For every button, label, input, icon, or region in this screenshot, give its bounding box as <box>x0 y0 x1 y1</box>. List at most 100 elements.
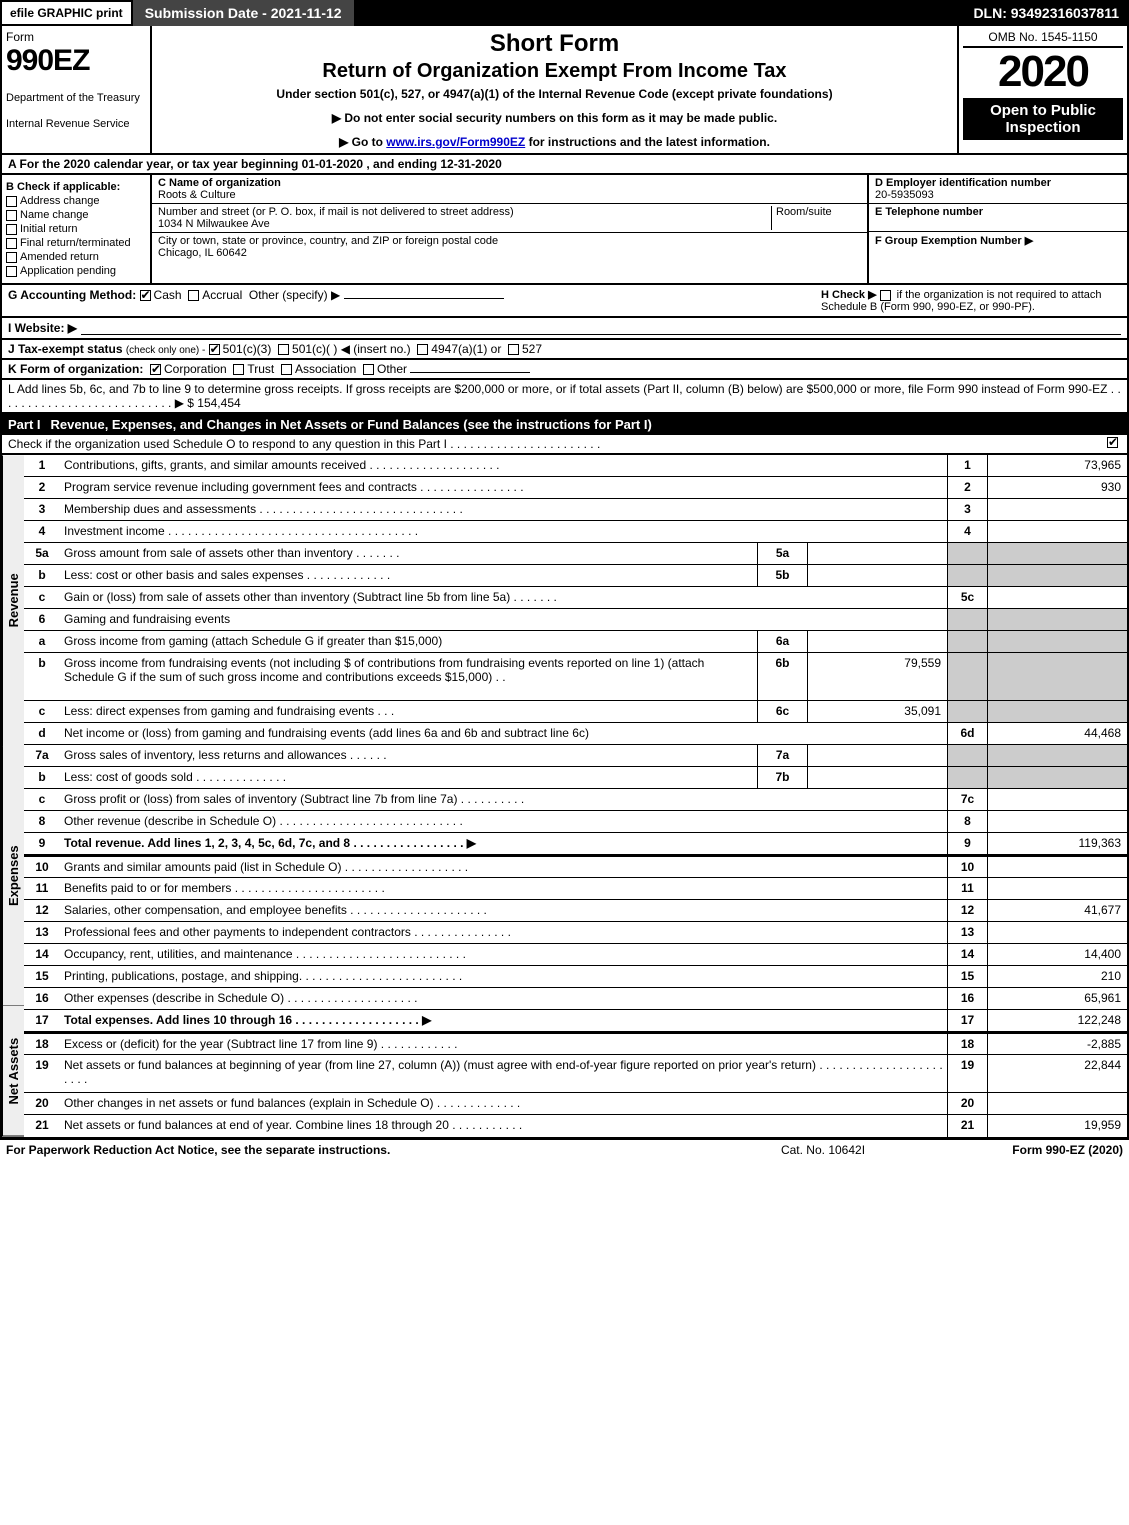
j-label: J Tax-exempt status <box>8 342 123 356</box>
return-title: Return of Organization Exempt From Incom… <box>158 60 951 83</box>
val-14: 14,400 <box>987 944 1127 965</box>
city-label: City or town, state or province, country… <box>158 235 861 247</box>
e-label: E Telephone number <box>875 206 983 218</box>
row-21: 21Net assets or fund balances at end of … <box>24 1115 1127 1137</box>
vtab-revenue: Revenue <box>2 455 24 746</box>
year-block: OMB No. 1545-1150 2020 Open to Public In… <box>957 26 1127 153</box>
val-19: 22,844 <box>987 1055 1127 1092</box>
form-number: 990EZ <box>6 44 146 78</box>
val-15: 210 <box>987 966 1127 987</box>
row-17: 17Total expenses. Add lines 10 through 1… <box>24 1010 1127 1032</box>
row-4: 4Investment income . . . . . . . . . . .… <box>24 521 1127 543</box>
chk-application-pending[interactable]: Application pending <box>6 265 146 277</box>
row-5c: cGain or (loss) from sale of assets othe… <box>24 587 1127 609</box>
form-id-block: Form 990EZ Department of the Treasury In… <box>2 26 152 153</box>
submission-date-label: Submission Date - 2021-11-12 <box>133 0 356 26</box>
row-14: 14Occupancy, rent, utilities, and mainte… <box>24 944 1127 966</box>
val-7c <box>987 789 1127 810</box>
top-bar: efile GRAPHIC print Submission Date - 20… <box>0 0 1129 26</box>
section-b-c-d: B Check if applicable: Address change Na… <box>0 175 1129 285</box>
footer-paperwork: For Paperwork Reduction Act Notice, see … <box>6 1143 723 1157</box>
chk-address-change[interactable]: Address change <box>6 195 146 207</box>
chk-initial-return[interactable]: Initial return <box>6 223 146 235</box>
page-footer: For Paperwork Reduction Act Notice, see … <box>0 1139 1129 1160</box>
chk-association[interactable] <box>281 364 292 375</box>
row-9: 9Total revenue. Add lines 1, 2, 3, 4, 5c… <box>24 833 1127 855</box>
chk-corporation[interactable] <box>150 364 161 375</box>
val-3 <box>987 499 1127 520</box>
tax-year: 2020 <box>963 50 1123 94</box>
row-7c: cGross profit or (loss) from sales of in… <box>24 789 1127 811</box>
addr-label: Number and street (or P. O. box, if mail… <box>158 206 771 218</box>
row-10: 10Grants and similar amounts paid (list … <box>24 855 1127 878</box>
chk-part1-schedule-o[interactable] <box>1107 437 1118 448</box>
row-6b: bGross income from fundraising events (n… <box>24 653 1127 701</box>
row-12: 12Salaries, other compensation, and empl… <box>24 900 1127 922</box>
row-15: 15Printing, publications, postage, and s… <box>24 966 1127 988</box>
row-16: 16Other expenses (describe in Schedule O… <box>24 988 1127 1010</box>
line-h-block: H Check ▶ if the organization is not req… <box>821 288 1121 313</box>
val-5c <box>987 587 1127 608</box>
org-city: Chicago, IL 60642 <box>158 247 861 259</box>
part-1-table: Revenue Expenses Net Assets 1Contributio… <box>0 455 1129 1139</box>
part-1-header: Part I Revenue, Expenses, and Changes in… <box>0 414 1129 435</box>
c-label: C Name of organization <box>158 177 281 189</box>
irs-link[interactable]: www.irs.gov/Form990EZ <box>386 135 525 149</box>
chk-schedule-b[interactable] <box>880 290 891 301</box>
row-1: 1Contributions, gifts, grants, and simil… <box>24 455 1127 477</box>
l-text: L Add lines 5b, 6c, and 7b to line 9 to … <box>8 382 1107 396</box>
goto-suffix: for instructions and the latest informat… <box>525 135 770 149</box>
chk-amended-return[interactable]: Amended return <box>6 251 146 263</box>
website-input[interactable] <box>81 321 1121 335</box>
section-b-checkboxes: B Check if applicable: Address change Na… <box>2 175 152 283</box>
ein-value: 20-5935093 <box>875 189 934 201</box>
footer-formref: Form 990-EZ (2020) <box>923 1143 1123 1157</box>
line-g-h: G Accounting Method: Cash Accrual Other … <box>0 285 1129 318</box>
i-label: I Website: ▶ <box>8 321 77 335</box>
chk-name-change[interactable]: Name change <box>6 209 146 221</box>
row-6c: cLess: direct expenses from gaming and f… <box>24 701 1127 723</box>
line-a-tax-year: A For the 2020 calendar year, or tax yea… <box>0 155 1129 175</box>
footer-catno: Cat. No. 10642I <box>723 1143 923 1157</box>
chk-trust[interactable] <box>233 364 244 375</box>
dept-irs: Internal Revenue Service <box>6 118 146 130</box>
instructions-link-line: ▶ Go to www.irs.gov/Form990EZ for instru… <box>158 135 951 149</box>
chk-501c[interactable] <box>278 344 289 355</box>
val-6c: 35,091 <box>807 701 947 722</box>
part-1-check-text: Check if the organization used Schedule … <box>8 437 1107 451</box>
val-11 <box>987 878 1127 899</box>
g-label: G Accounting Method: <box>8 288 136 302</box>
val-10 <box>987 857 1127 877</box>
val-1: 73,965 <box>987 455 1127 476</box>
line-j-tax-exempt: J Tax-exempt status (check only one) - 5… <box>0 340 1129 360</box>
d-label: D Employer identification number <box>875 177 1051 189</box>
ssn-warning: ▶ Do not enter social security numbers o… <box>158 111 951 125</box>
val-9: 119,363 <box>987 833 1127 854</box>
val-2: 930 <box>987 477 1127 498</box>
chk-final-return[interactable]: Final return/terminated <box>6 237 146 249</box>
org-address: 1034 N Milwaukee Ave <box>158 218 771 230</box>
chk-4947[interactable] <box>417 344 428 355</box>
vtab-expenses: Expenses <box>2 746 24 1006</box>
row-2: 2Program service revenue including gover… <box>24 477 1127 499</box>
dept-treasury: Department of the Treasury <box>6 92 146 104</box>
section-d-e-f: D Employer identification number 20-5935… <box>867 175 1127 283</box>
val-18: -2,885 <box>987 1034 1127 1054</box>
chk-527[interactable] <box>508 344 519 355</box>
line-l-gross-receipts: L Add lines 5b, 6c, and 7b to line 9 to … <box>0 380 1129 414</box>
section-b-title: B Check if applicable: <box>6 181 146 193</box>
line-i-website: I Website: ▶ <box>0 318 1129 340</box>
chk-cash[interactable] <box>140 290 151 301</box>
under-section: Under section 501(c), 527, or 4947(a)(1)… <box>158 87 951 101</box>
chk-other-org[interactable] <box>363 364 374 375</box>
val-6b: 79,559 <box>807 653 947 700</box>
org-name: Roots & Culture <box>158 189 861 201</box>
efile-print-label[interactable]: efile GRAPHIC print <box>0 0 133 26</box>
chk-accrual[interactable] <box>188 290 199 301</box>
row-8: 8Other revenue (describe in Schedule O) … <box>24 811 1127 833</box>
row-13: 13Professional fees and other payments t… <box>24 922 1127 944</box>
dln-label: DLN: 93492316037811 <box>963 3 1129 23</box>
row-6: 6Gaming and fundraising events <box>24 609 1127 631</box>
goto-prefix: ▶ Go to <box>339 135 386 149</box>
chk-501c3[interactable] <box>209 344 220 355</box>
